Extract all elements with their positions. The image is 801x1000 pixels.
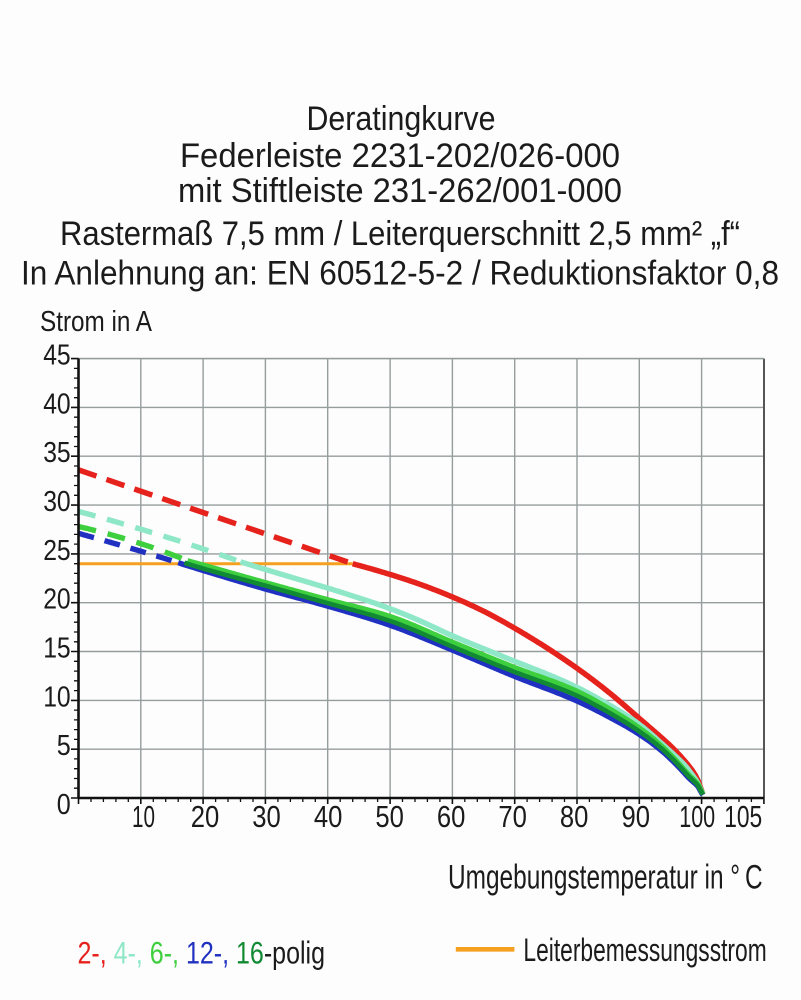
svg-text:40: 40 bbox=[314, 799, 343, 834]
svg-text:100: 100 bbox=[679, 799, 715, 834]
svg-text:105: 105 bbox=[724, 799, 762, 834]
svg-text:15: 15 bbox=[43, 633, 71, 665]
svg-text:Rastermaß 7,5 mm / Leiterquers: Rastermaß 7,5 mm / Leiterquerschnitt 2,5… bbox=[60, 215, 740, 253]
svg-text:Federleiste 2231-202/026-000: Federleiste 2231-202/026-000 bbox=[180, 137, 620, 175]
svg-text:70: 70 bbox=[498, 799, 527, 834]
svg-text:60: 60 bbox=[437, 799, 466, 834]
svg-text:35: 35 bbox=[43, 437, 71, 469]
svg-text:In Anlehnung an: EN 60512-5-2: In Anlehnung an: EN 60512-5-2 / Reduktio… bbox=[21, 255, 779, 293]
svg-text:30: 30 bbox=[43, 486, 71, 518]
svg-text:90: 90 bbox=[621, 799, 650, 834]
svg-text:20: 20 bbox=[43, 584, 71, 616]
svg-text:10: 10 bbox=[132, 799, 155, 834]
svg-text:40: 40 bbox=[43, 388, 71, 420]
svg-text:25: 25 bbox=[43, 535, 71, 567]
svg-text:0: 0 bbox=[57, 789, 71, 821]
svg-text:20: 20 bbox=[191, 799, 220, 834]
svg-text:50: 50 bbox=[375, 799, 404, 834]
svg-text:Strom in A: Strom in A bbox=[40, 306, 153, 338]
svg-text:Umgebungstemperatur in ° C: Umgebungstemperatur in ° C bbox=[448, 859, 763, 897]
svg-text:45: 45 bbox=[43, 340, 71, 372]
svg-text:2-, 4-, 6-, 12-, 16-polig: 2-, 4-, 6-, 12-, 16-polig bbox=[78, 935, 326, 971]
svg-text:5: 5 bbox=[57, 730, 71, 762]
svg-text:10: 10 bbox=[43, 681, 71, 713]
svg-text:80: 80 bbox=[560, 799, 589, 834]
svg-text:mit Stiftleiste 231-262/001-00: mit Stiftleiste 231-262/001-000 bbox=[178, 172, 622, 210]
svg-text:Deratingkurve: Deratingkurve bbox=[307, 100, 496, 138]
svg-text:Leiterbemessungsstrom: Leiterbemessungsstrom bbox=[523, 932, 766, 968]
svg-text:30: 30 bbox=[252, 799, 281, 834]
